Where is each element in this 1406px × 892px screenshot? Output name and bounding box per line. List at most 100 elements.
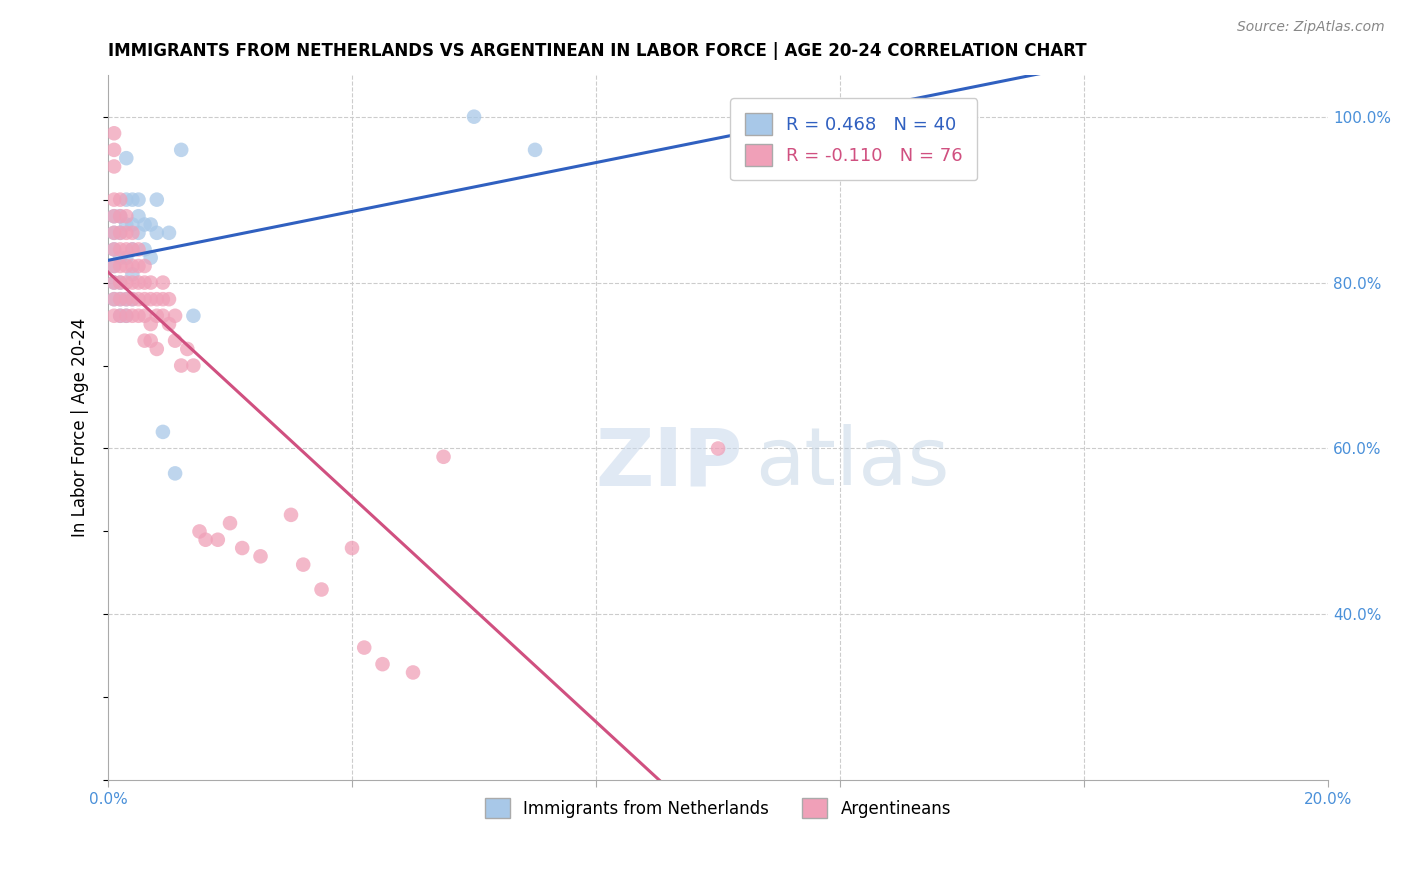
Point: [134, 334, 156, 348]
Point: [115, 251, 138, 265]
Point: [152, 425, 174, 439]
Point: [463, 110, 485, 124]
Point: [183, 309, 205, 323]
Point: [103, 243, 125, 257]
Point: [280, 508, 302, 522]
Point: [128, 259, 150, 273]
Point: [152, 276, 174, 290]
Text: atlas: atlas: [755, 424, 949, 502]
Point: [115, 309, 138, 323]
Point: [194, 533, 217, 547]
Y-axis label: In Labor Force | Age 20-24: In Labor Force | Age 20-24: [72, 318, 89, 537]
Point: [165, 334, 187, 348]
Point: [108, 209, 131, 223]
Point: [115, 193, 138, 207]
Point: [139, 317, 162, 331]
Point: [432, 450, 454, 464]
Point: [139, 251, 162, 265]
Point: [134, 309, 156, 323]
Point: [121, 292, 143, 306]
Point: [103, 292, 125, 306]
Point: [108, 276, 131, 290]
Point: [108, 309, 131, 323]
Point: [183, 359, 205, 373]
Point: [121, 276, 143, 290]
Point: [108, 276, 131, 290]
Point: [103, 160, 125, 174]
Point: [108, 243, 131, 257]
Point: [134, 276, 156, 290]
Text: ZIP: ZIP: [595, 424, 742, 502]
Point: [103, 309, 125, 323]
Point: [121, 268, 143, 282]
Point: [121, 309, 143, 323]
Point: [146, 292, 169, 306]
Point: [402, 665, 425, 680]
Point: [292, 558, 315, 572]
Point: [121, 218, 143, 232]
Point: [128, 292, 150, 306]
Point: [128, 276, 150, 290]
Point: [249, 549, 271, 564]
Point: [139, 276, 162, 290]
Point: [115, 259, 138, 273]
Point: [219, 516, 242, 530]
Point: [108, 226, 131, 240]
Point: [353, 640, 375, 655]
Point: [103, 259, 125, 273]
Point: [146, 309, 169, 323]
Text: IMMIGRANTS FROM NETHERLANDS VS ARGENTINEAN IN LABOR FORCE | AGE 20-24 CORRELATIO: IMMIGRANTS FROM NETHERLANDS VS ARGENTINE…: [108, 42, 1087, 60]
Point: [311, 582, 333, 597]
Point: [165, 467, 187, 481]
Point: [146, 226, 169, 240]
Point: [121, 259, 143, 273]
Point: [340, 541, 363, 555]
Point: [170, 359, 193, 373]
Point: [176, 342, 198, 356]
Point: [103, 292, 125, 306]
Point: [170, 143, 193, 157]
Point: [152, 309, 174, 323]
Point: [115, 226, 138, 240]
Point: [103, 226, 125, 240]
Point: [103, 193, 125, 207]
Point: [115, 209, 138, 223]
Point: [103, 209, 125, 223]
Point: [121, 193, 143, 207]
Point: [115, 292, 138, 306]
Point: [231, 541, 253, 555]
Legend: Immigrants from Netherlands, Argentineans: Immigrants from Netherlands, Argentinean…: [478, 791, 957, 825]
Point: [108, 259, 131, 273]
Point: [121, 292, 143, 306]
Point: [157, 226, 180, 240]
Point: [103, 126, 125, 140]
Point: [121, 226, 143, 240]
Point: [103, 226, 125, 240]
Point: [128, 226, 150, 240]
Point: [139, 334, 162, 348]
Point: [152, 292, 174, 306]
Point: [146, 193, 169, 207]
Point: [108, 193, 131, 207]
Point: [157, 292, 180, 306]
Point: [128, 209, 150, 223]
Point: [108, 251, 131, 265]
Point: [103, 276, 125, 290]
Point: [524, 143, 547, 157]
Point: [128, 309, 150, 323]
Point: [188, 524, 211, 539]
Point: [115, 218, 138, 232]
Point: [108, 226, 131, 240]
Point: [134, 218, 156, 232]
Point: [115, 292, 138, 306]
Point: [115, 276, 138, 290]
Point: [128, 193, 150, 207]
Point: [371, 657, 394, 672]
Point: [108, 209, 131, 223]
Point: [108, 292, 131, 306]
Point: [950, 110, 973, 124]
Point: [134, 243, 156, 257]
Point: [103, 243, 125, 257]
Point: [134, 292, 156, 306]
Point: [139, 292, 162, 306]
